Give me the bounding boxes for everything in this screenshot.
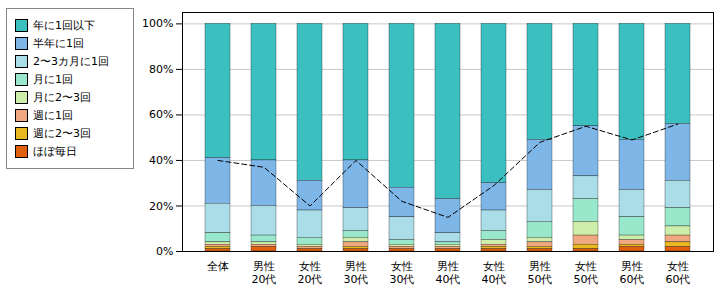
svg-text:男性60代: 男性60代 <box>620 260 645 286</box>
svg-text:全体: 全体 <box>207 260 229 273</box>
svg-text:0%: 0% <box>156 245 173 258</box>
svg-text:男性40代: 男性40代 <box>436 260 461 286</box>
svg-text:男性50代: 男性50代 <box>528 260 553 286</box>
html-text:週に1回: 週に1回 <box>33 109 73 122</box>
html-text:年に1回以下: 年に1回以下 <box>33 19 95 32</box>
svg-text:40%: 40% <box>149 154 173 167</box>
html-text:半年に1回: 半年に1回 <box>33 37 84 50</box>
svg-text:80%: 80% <box>149 63 173 76</box>
svg-text:女性40代: 女性40代 <box>482 260 507 286</box>
svg-text:100%: 100% <box>142 17 173 30</box>
svg-text:男性20代: 男性20代 <box>252 260 277 286</box>
svg-text:60%: 60% <box>149 108 173 121</box>
html-text:週に2〜3回: 週に2〜3回 <box>33 127 91 140</box>
svg-text:20%: 20% <box>149 199 173 212</box>
html-text:ほぼ毎日: ほぼ毎日 <box>33 145 77 158</box>
svg-text:女性50代: 女性50代 <box>574 260 599 286</box>
svg-text:男性30代: 男性30代 <box>344 260 369 286</box>
svg-text:女性20代: 女性20代 <box>298 260 323 286</box>
svg-text:女性60代: 女性60代 <box>666 260 691 286</box>
html-text:2〜3カ月に1回: 2〜3カ月に1回 <box>33 55 109 68</box>
svg-text:女性30代: 女性30代 <box>390 260 415 286</box>
html-text:月に2〜3回: 月に2〜3回 <box>33 91 91 104</box>
html-text:月に1回: 月に1回 <box>33 73 73 86</box>
